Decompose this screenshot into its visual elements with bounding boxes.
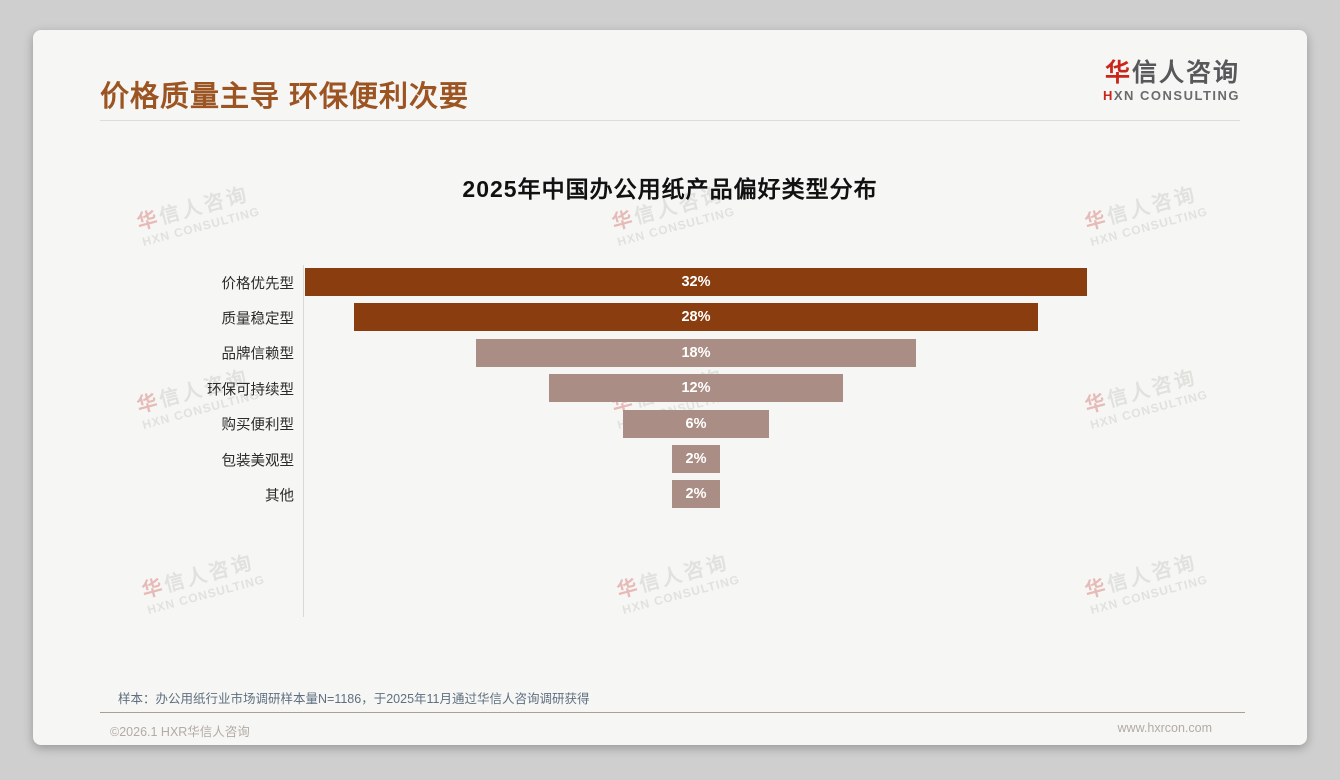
funnel-bar: 28% — [353, 303, 1039, 332]
category-label: 品牌信赖型 — [221, 346, 295, 363]
chart-row: 品牌信赖型 18% — [222, 336, 1133, 371]
chart-row: 其他 2% — [265, 477, 1133, 512]
chart-row: 价格优先型 32% — [222, 265, 1133, 300]
company-logo: 华信人咨询 HXN CONSULTING — [1103, 58, 1240, 104]
bar-value-label: 2% — [685, 451, 707, 467]
chart-title: 2025年中国办公用纸产品偏好类型分布 — [462, 176, 878, 202]
slide: 价格质量主导 环保便利次要 华信人咨询 HXN CONSULTING 华信人咨询… — [33, 30, 1307, 745]
logo-english-name: HXN CONSULTING — [1103, 88, 1240, 104]
bar-value-label: 12% — [681, 380, 711, 397]
logo-en-accent-char: H — [1102, 88, 1114, 103]
logo-chinese-name: 华信人咨询 — [1103, 58, 1240, 88]
bar-value-label: 28% — [681, 309, 711, 326]
footer-copyright: ©2026.1 HXR华信人咨询 — [110, 725, 250, 739]
category-label: 价格优先型 — [221, 276, 295, 292]
chart-row: 购买便利型 6% — [222, 407, 1133, 442]
chart-row: 环保可持续型 12% — [207, 371, 1133, 406]
funnel-bar: 6% — [622, 409, 770, 438]
category-label: 环保可持续型 — [207, 382, 294, 399]
bar-value-label: 6% — [685, 415, 707, 432]
category-label: 质量稳定型 — [221, 311, 295, 328]
chart-row: 包装美观型 2% — [222, 442, 1133, 477]
category-label: 包装美观型 — [221, 453, 295, 469]
logo-en-rest: XN CONSULTING — [1113, 88, 1240, 103]
header-divider — [100, 120, 1240, 121]
page-title: 价格质量主导 环保便利次要 — [100, 81, 470, 113]
category-label: 其他 — [265, 488, 294, 505]
logo-accent-char: 华 — [1104, 59, 1132, 87]
sample-footnote: 样本：办公用纸行业市场调研样本量N=1186，于2025年11月通过华信人咨询调… — [118, 692, 590, 706]
funnel-bar: 2% — [671, 480, 721, 509]
footer-website: www.hxrcon.com — [1117, 721, 1212, 735]
category-label: 购买便利型 — [221, 417, 295, 434]
funnel-bar: 32% — [304, 268, 1088, 296]
funnel-bar: 18% — [476, 338, 916, 367]
funnel-bar: 12% — [549, 374, 843, 403]
funnel-bar-chart: 价格优先型 32% 质量稳定型 28% 品牌信赖型 18% 环保可持续型 12% 购买便利型 6%… — [207, 265, 1133, 617]
chart-row: 质量稳定型 28% — [222, 300, 1133, 335]
funnel-bar: 2% — [671, 445, 721, 473]
bar-value-label: 32% — [681, 274, 711, 290]
bar-value-label: 2% — [685, 486, 707, 503]
footer-divider — [100, 712, 1245, 713]
logo-cn-rest: 信人咨询 — [1131, 59, 1240, 87]
bar-value-label: 18% — [681, 344, 711, 361]
